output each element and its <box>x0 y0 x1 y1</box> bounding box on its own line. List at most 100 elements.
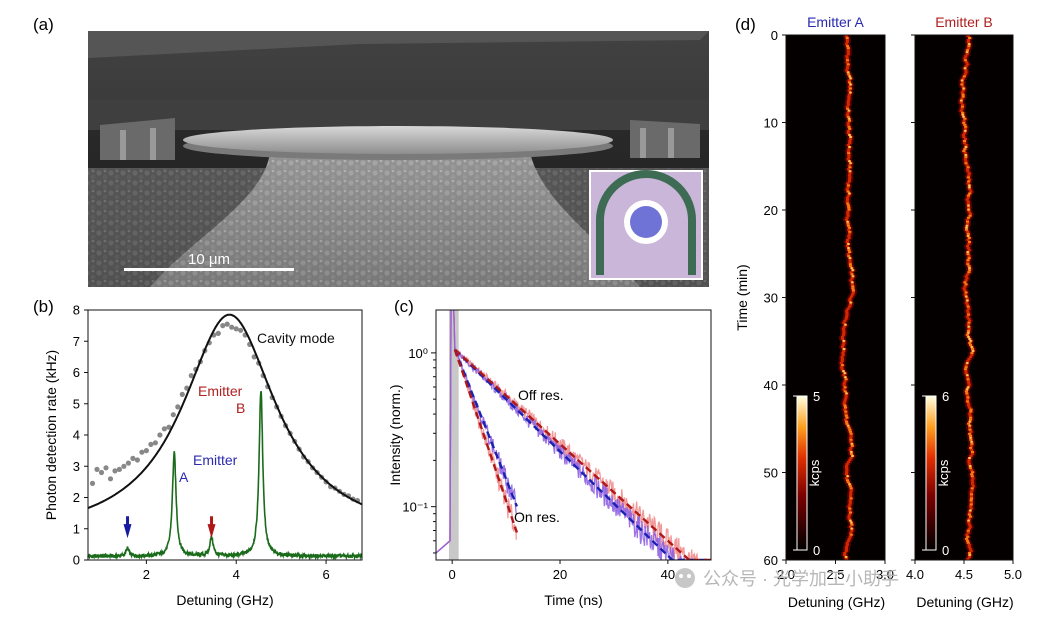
heatmap-cell <box>846 53 850 56</box>
spectral-diffusion-maps: Emitter A 2.0 2.5 3.0 Detuning (GHz) 0 10 20 30 4… <box>734 14 1022 610</box>
heatmap-cell <box>840 335 845 339</box>
heatmap-cell <box>965 315 970 319</box>
heatmap-cell <box>849 301 852 305</box>
heatmap-cell <box>969 190 973 193</box>
y-axis-label: Intensity (norm.) <box>387 384 403 485</box>
y-tick-label: 6 <box>73 365 80 380</box>
heatmap-cell <box>966 170 970 173</box>
on-resonant-data-purple <box>436 310 517 554</box>
cavity-data-point <box>220 323 226 329</box>
heatmap-cell <box>966 263 970 266</box>
heatmap-cell <box>963 368 968 371</box>
cavity-data-point <box>215 330 221 336</box>
heatmap-cell <box>967 386 969 389</box>
heatmap-cell <box>847 242 850 246</box>
heatmap-cell <box>847 206 851 210</box>
heatmap-cell <box>969 410 973 414</box>
heatmap-cell <box>971 471 975 474</box>
heatmap-cell <box>845 59 850 62</box>
heatmap-cell <box>844 547 849 551</box>
heatmap-cell <box>846 101 850 105</box>
heatmap-cell <box>966 247 970 250</box>
heatmap-cell <box>969 493 974 496</box>
heatmap-cell <box>971 483 975 486</box>
heatmap-cell <box>965 198 969 202</box>
heatmap-cell <box>848 192 851 196</box>
heatmap-cell <box>846 481 850 484</box>
heatmap-cell <box>962 119 966 123</box>
heatmap-cell <box>849 91 852 95</box>
cavity-data-point <box>188 373 194 379</box>
heatmap-cell <box>845 198 850 202</box>
heatmap-cell <box>847 505 851 508</box>
heatmap-cell <box>845 313 849 317</box>
heatmap-cell <box>968 511 972 515</box>
heatmap-cell <box>842 402 846 406</box>
heatmap-cell <box>967 210 971 214</box>
heatmap-cell <box>848 305 852 309</box>
heatmap-cell <box>849 432 853 436</box>
heatmap-cell <box>965 394 970 397</box>
heatmap-cell <box>966 557 970 561</box>
heatmap-cell <box>842 350 846 353</box>
heatmap-cell <box>847 232 852 236</box>
heatmap-cell <box>967 172 971 175</box>
colorbar-max-label: 5 <box>813 389 820 404</box>
heatmap-cell <box>967 384 971 387</box>
heatmap-cell <box>963 131 967 135</box>
heatmap-cell <box>967 45 971 48</box>
heatmap-cell <box>848 251 852 254</box>
heatmap-cell <box>966 299 969 303</box>
heatmap-cell <box>960 83 964 86</box>
heatmap-cell <box>847 79 851 82</box>
heatmap-cell <box>965 533 969 537</box>
y-tick-label: 7 <box>73 334 80 349</box>
on-resonant-fit-blue_fit <box>453 349 519 507</box>
heatmap-cell <box>848 133 851 137</box>
heatmap-cell <box>965 230 970 234</box>
panel-label-c: (c) <box>394 297 414 316</box>
heatmap-cell <box>848 117 851 121</box>
heatmap-cell <box>968 267 971 270</box>
heatmap-cell <box>966 305 970 309</box>
heatmap-cell <box>845 469 849 472</box>
heatmap-cell <box>961 95 965 99</box>
heatmap-cell <box>968 418 973 422</box>
heatmap-cell <box>848 459 852 462</box>
heatmap-cell <box>843 380 847 383</box>
x-axis-label: Detuning (GHz) <box>176 592 273 608</box>
x-axis-label: Detuning (GHz) <box>916 594 1013 610</box>
heatmap-cell <box>965 63 969 66</box>
heatmap-cell <box>961 77 965 80</box>
heatmap-cell <box>845 37 849 40</box>
off-resonant-data-purple <box>436 310 711 560</box>
heatmap-cell <box>965 164 969 167</box>
heatmap-cell <box>965 392 969 395</box>
heatmap-cell <box>846 107 850 111</box>
heatmap-cell <box>966 531 970 535</box>
heatmap-cell <box>849 531 853 535</box>
heatmap-cell <box>970 473 974 476</box>
heatmap-cell <box>846 253 850 256</box>
colorbar-label: kcps <box>936 459 951 486</box>
heatmap-cell <box>965 146 967 149</box>
heatmap-cell <box>966 41 970 44</box>
heatmap-cell <box>967 249 971 252</box>
heatmap-cell <box>964 67 966 70</box>
x-tick-label: 3.0 <box>876 567 894 582</box>
heatmap-cell <box>848 485 852 488</box>
cavity-data-point <box>134 457 140 463</box>
heatmap-cell <box>848 172 852 175</box>
heatmap-cell <box>966 541 970 545</box>
cavity-data-point <box>175 404 181 410</box>
heatmap-cell <box>842 331 846 335</box>
cavity-data-point <box>161 426 167 432</box>
heatmap-cell <box>843 319 847 323</box>
heatmap-cell <box>849 83 852 86</box>
annotation-off-res: Off res. <box>518 387 564 403</box>
heatmap-cell <box>969 497 974 500</box>
heatmap-cell <box>968 414 972 418</box>
heatmap-cell <box>966 202 970 206</box>
heatmap-cell <box>961 133 966 137</box>
heatmap-cell <box>851 289 856 292</box>
